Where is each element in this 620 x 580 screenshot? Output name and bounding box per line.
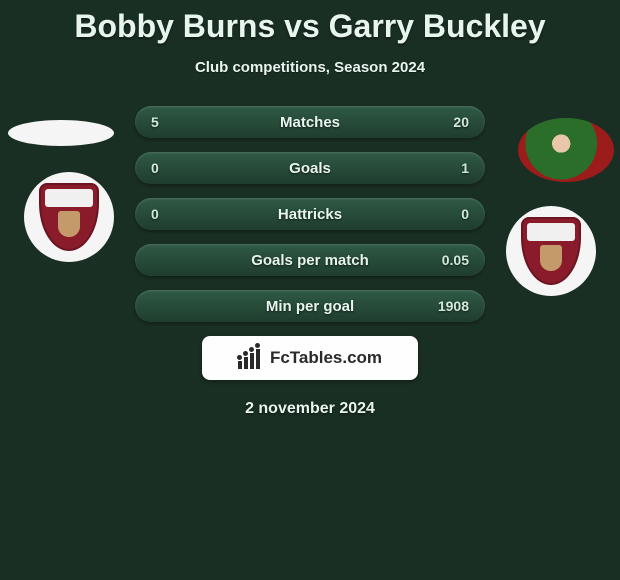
stat-right-value: 1 [461,160,469,176]
stat-row: Min per goal 1908 [135,290,485,322]
stats-bars: 5 Matches 20 0 Goals 1 0 Hattricks 0 Goa… [135,106,485,322]
stat-row: 0 Goals 1 [135,152,485,184]
fctables-logo[interactable]: FcTables.com [202,336,418,380]
comparison-content: 5 Matches 20 0 Goals 1 0 Hattricks 0 Goa… [0,106,620,418]
stat-left-value: 5 [151,114,159,130]
stat-row: 0 Hattricks 0 [135,198,485,230]
stat-left-value: 0 [151,206,159,222]
stat-label: Matches [280,114,340,131]
chart-icon [238,347,264,369]
stat-right-value: 0.05 [442,252,469,268]
stat-right-value: 1908 [438,298,469,314]
crest-icon [39,183,99,251]
player-left-photo [8,120,114,146]
date-text: 2 november 2024 [0,400,620,418]
club-right-crest [506,206,596,296]
stat-label: Hattricks [278,206,342,223]
subtitle: Club competitions, Season 2024 [0,59,620,76]
stat-label: Goals [289,160,331,177]
club-left-crest [24,172,114,262]
stat-right-value: 20 [453,114,469,130]
page-title: Bobby Burns vs Garry Buckley [0,0,620,45]
logo-text: FcTables.com [270,348,382,368]
stat-label: Goals per match [251,252,369,269]
stat-row: 5 Matches 20 [135,106,485,138]
stat-label: Min per goal [266,298,354,315]
stat-right-value: 0 [461,206,469,222]
stat-left-value: 0 [151,160,159,176]
player-right-photo [518,118,614,182]
stat-row: Goals per match 0.05 [135,244,485,276]
crest-icon [521,217,581,285]
